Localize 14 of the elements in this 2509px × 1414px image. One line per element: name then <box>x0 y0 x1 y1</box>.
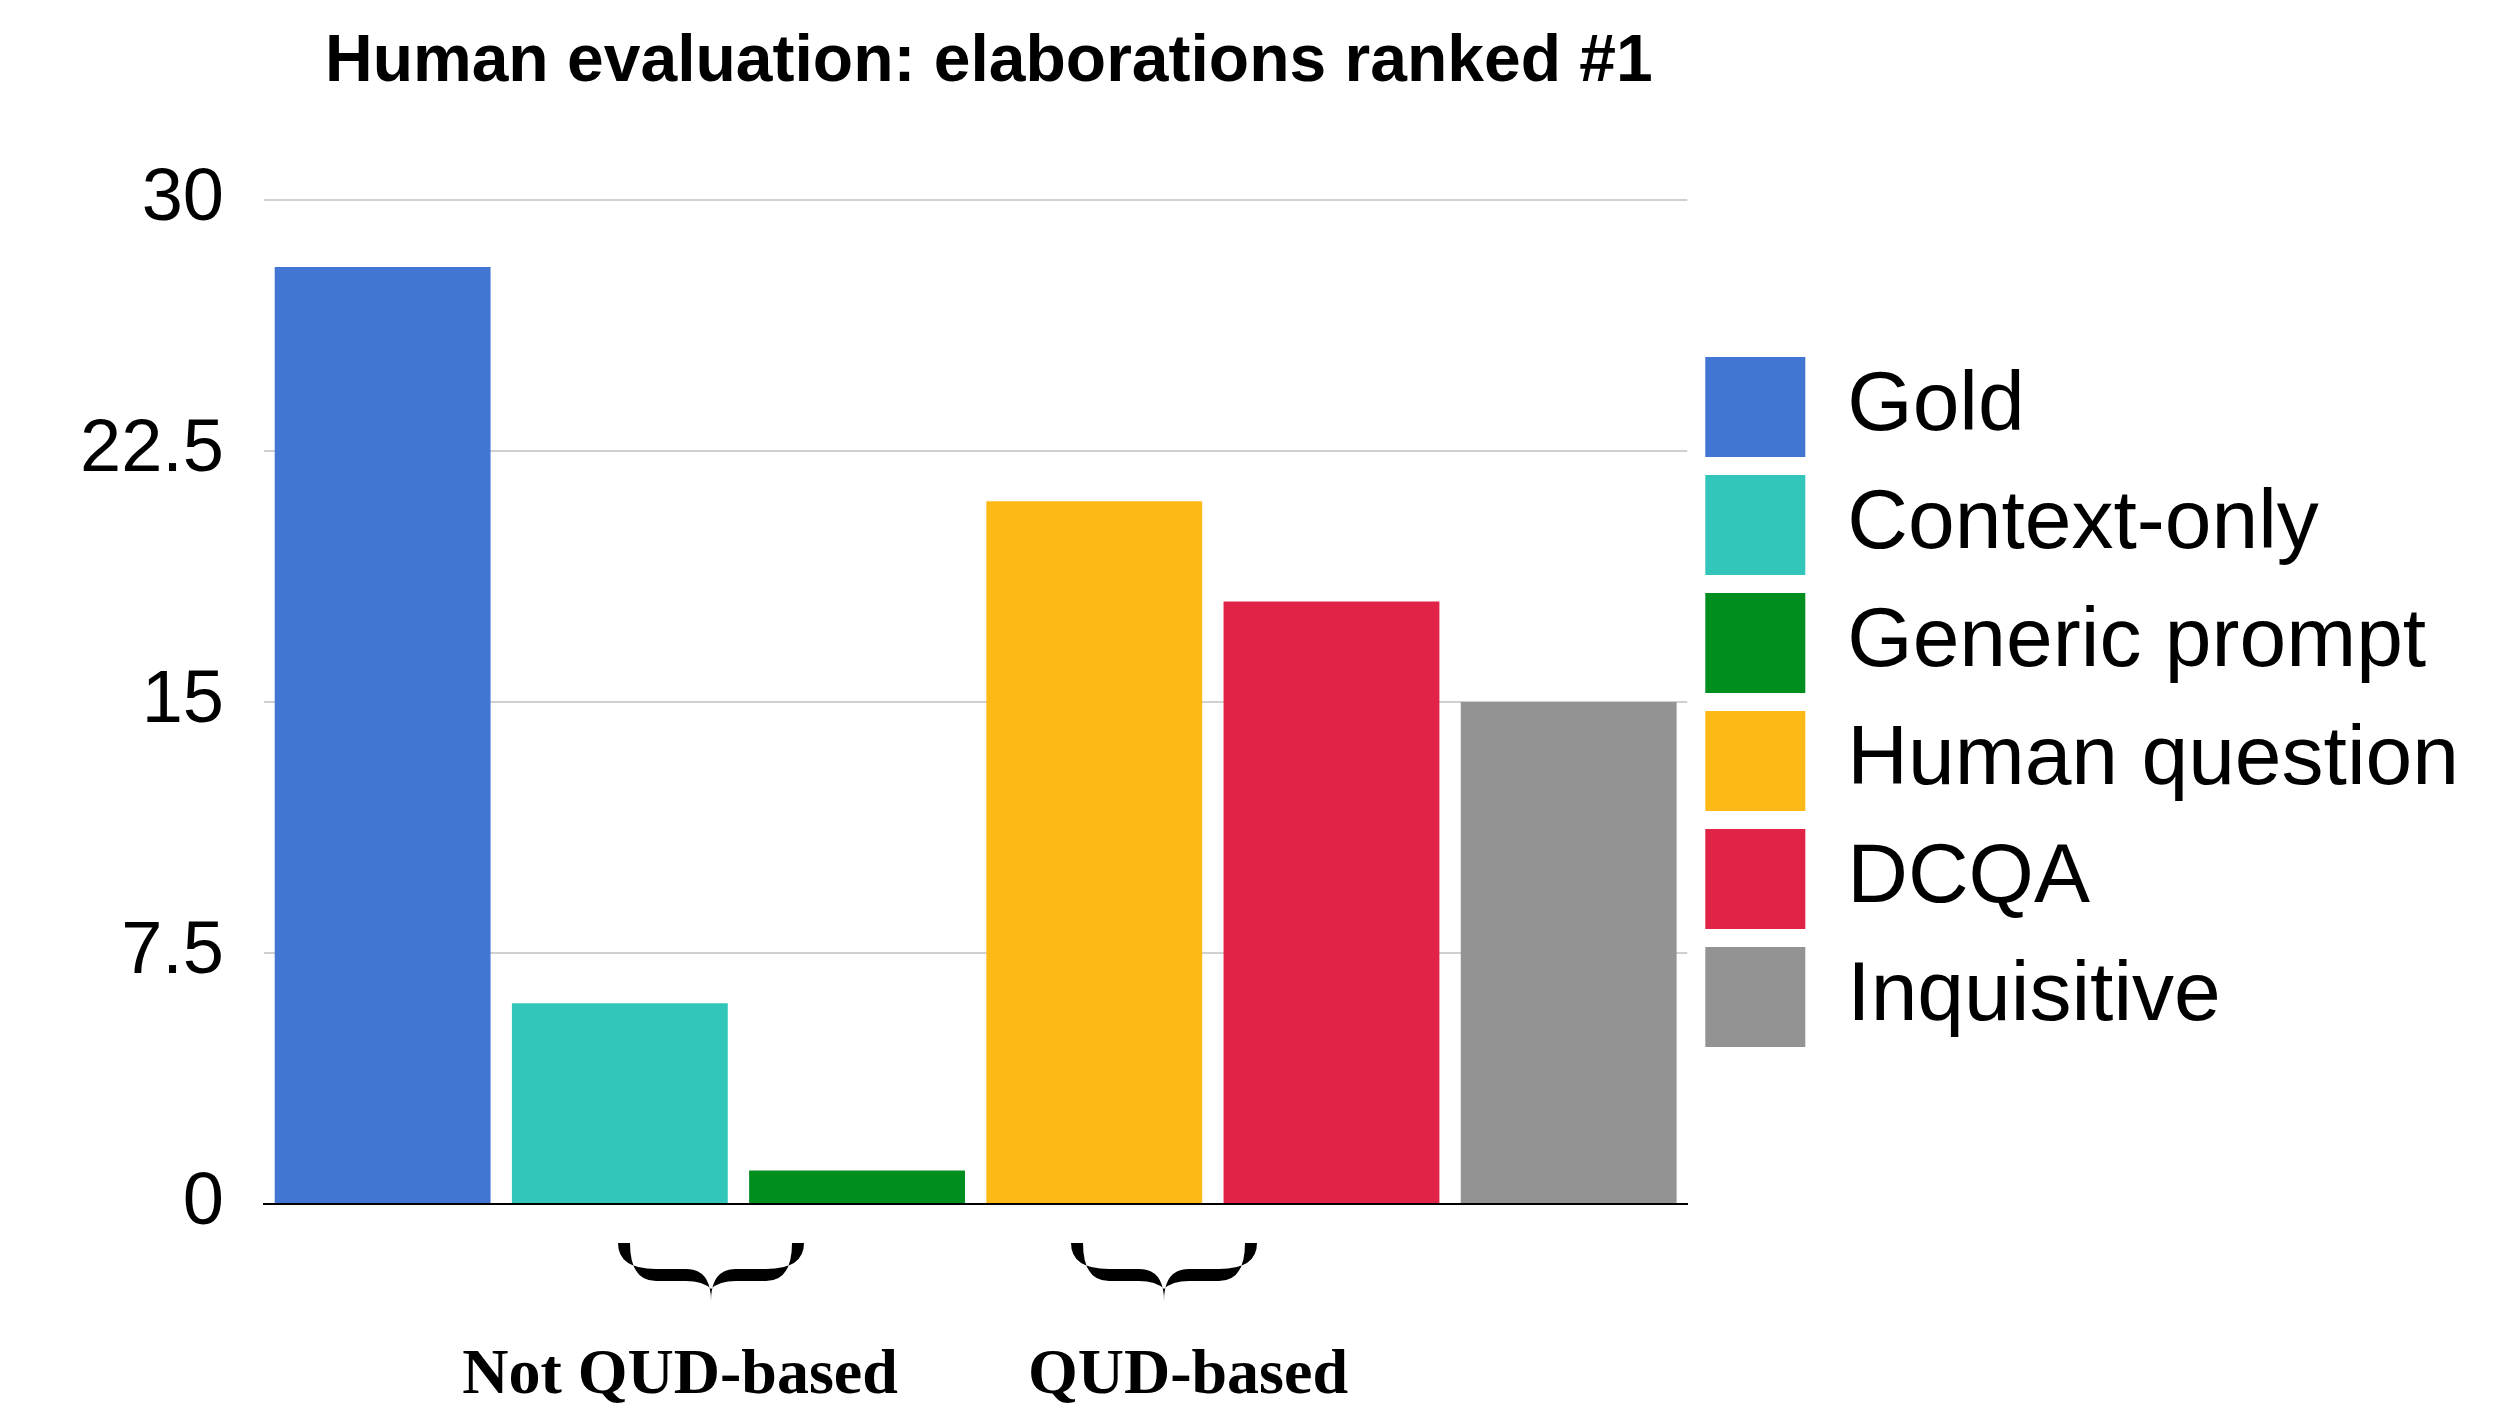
y-tick-label: 30 <box>141 153 225 237</box>
legend-label: Generic prompt <box>1847 590 2427 685</box>
legend-label: Gold <box>1847 354 2025 449</box>
legend-label: Context-only <box>1847 472 2319 567</box>
legend-label: DCQA <box>1847 826 2090 921</box>
text: QUD-based <box>1027 1335 1349 1409</box>
legend-label: Human question <box>1847 708 2460 803</box>
y-tick-label: 0 <box>182 1157 225 1241</box>
y-tick-label: 15 <box>141 655 225 739</box>
chart-title: Human evaluation: elaborations ranked #1 <box>325 20 1653 96</box>
legend-label: Inquisitive <box>1847 944 2221 1039</box>
y-tick-label: 7.5 <box>121 906 225 990</box>
text: Not QUD-based <box>462 1335 898 1409</box>
y-tick-label: 22.5 <box>79 404 225 488</box>
